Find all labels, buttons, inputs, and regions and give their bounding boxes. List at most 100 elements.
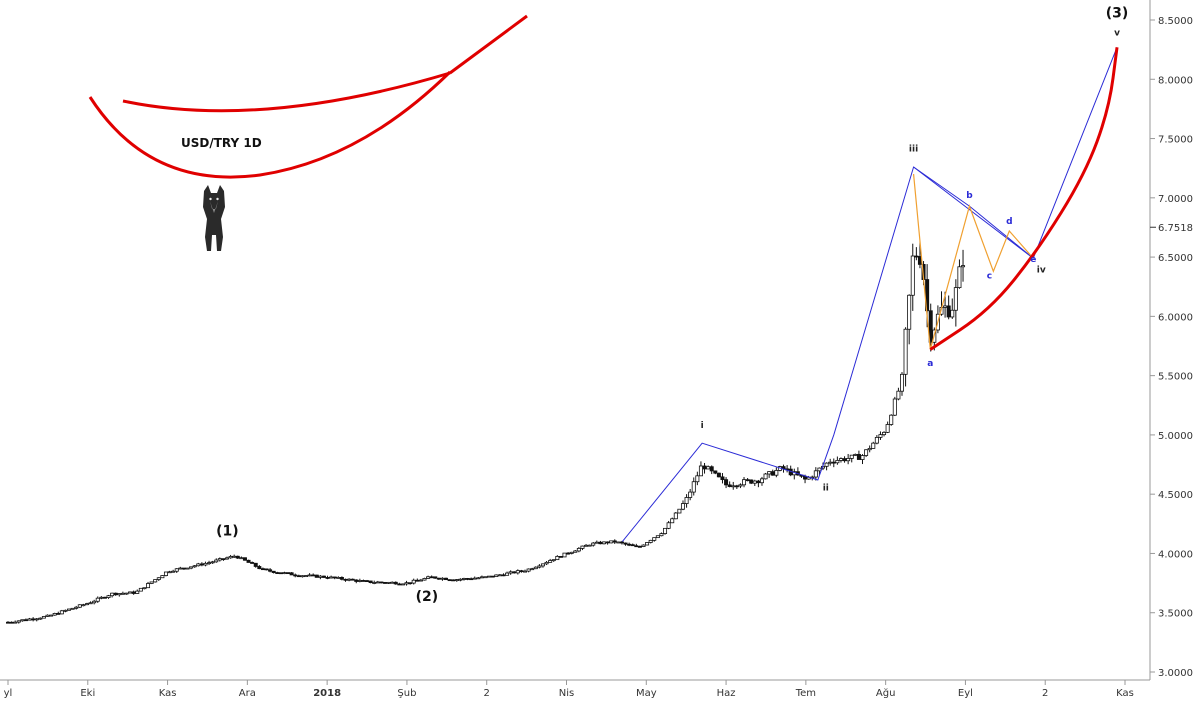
candle-body <box>601 541 606 545</box>
candle-body <box>203 562 208 566</box>
candle-body <box>382 582 387 584</box>
candle-body <box>666 522 671 529</box>
y-tick-label: 3.5000 <box>1158 609 1193 620</box>
candle-body <box>153 579 158 583</box>
y-tick-label: 8.0000 <box>1158 75 1193 86</box>
candle-body <box>59 610 64 615</box>
candle-body <box>429 576 434 579</box>
candle-body <box>953 287 958 311</box>
candle-body <box>551 559 556 562</box>
candle-body <box>759 478 764 484</box>
candle-body <box>713 470 718 474</box>
candle-body <box>698 465 703 477</box>
candle-body <box>716 472 721 478</box>
candle-body <box>232 555 237 558</box>
x-tick-label: May <box>636 688 657 699</box>
candle-body <box>278 572 283 575</box>
candle-body <box>515 570 520 574</box>
y-tick-label: 5.5000 <box>1158 372 1193 383</box>
candle-body <box>526 568 531 572</box>
candle-body <box>196 563 201 567</box>
candle-body <box>767 471 772 475</box>
candle-body <box>871 442 876 449</box>
candle-body <box>185 567 190 570</box>
candle-body <box>192 565 197 568</box>
x-tick-label: 2 <box>1042 688 1048 699</box>
candle-body <box>6 621 11 624</box>
candle-body <box>250 562 255 564</box>
candle-body <box>13 621 18 624</box>
candle-body <box>400 583 405 586</box>
candle-body <box>505 572 510 576</box>
candle-body <box>770 471 775 476</box>
candle-body <box>393 581 398 585</box>
x-tick-label: 2018 <box>313 688 341 699</box>
minor-wave-label: v <box>1114 28 1120 38</box>
candle-body <box>734 485 739 488</box>
candle-body <box>397 583 402 586</box>
candle-body <box>655 535 660 539</box>
candle-body <box>436 577 441 580</box>
candle-body <box>472 577 477 580</box>
candle-body <box>174 568 179 572</box>
minor-wave-label: iii <box>909 145 918 155</box>
candle-body <box>422 578 427 581</box>
candle-body <box>720 476 725 481</box>
candle-body <box>616 541 621 544</box>
candle-body <box>102 596 107 599</box>
candle-body <box>533 566 538 570</box>
candle-body <box>199 563 204 566</box>
abcde-label: b <box>966 191 973 201</box>
candle-body <box>38 617 43 620</box>
candle-body <box>896 390 901 400</box>
candle-body <box>329 576 334 579</box>
candle-body <box>418 579 423 582</box>
candle-body <box>444 577 449 581</box>
candle-body <box>573 550 578 553</box>
candle-body <box>584 544 589 547</box>
candle-body <box>149 581 154 584</box>
abcde-label: a <box>927 359 933 369</box>
candle-body <box>950 309 955 318</box>
candle-body <box>580 545 585 549</box>
candle-body <box>77 604 82 608</box>
candle-body <box>540 563 545 567</box>
candle-body <box>878 434 883 438</box>
candle-body <box>860 455 865 460</box>
candle-body <box>494 574 499 578</box>
candle-body <box>849 454 854 459</box>
candle-body <box>181 567 186 570</box>
candle-body <box>124 592 129 595</box>
candle-body <box>379 581 384 584</box>
y-tick-label: 6.0000 <box>1158 312 1193 323</box>
candle-body <box>612 540 617 543</box>
candle-body <box>763 473 768 480</box>
candle-body <box>311 574 316 577</box>
y-tick-label: 6.5000 <box>1158 253 1193 264</box>
candle-body <box>465 578 470 580</box>
candle-body <box>142 587 147 590</box>
candle-body <box>957 266 962 289</box>
candle-body <box>264 568 269 571</box>
candle-body <box>885 424 890 433</box>
candle-body <box>684 497 689 504</box>
candle-body <box>907 294 912 330</box>
candle-body <box>375 581 380 584</box>
x-tick-label: Eki <box>80 688 95 699</box>
candle-body <box>483 576 488 579</box>
y-tick-label: 4.5000 <box>1158 490 1193 501</box>
candle-body <box>411 579 416 584</box>
candle-body <box>691 481 696 493</box>
x-tick-label: yl <box>4 688 13 699</box>
candle-body <box>469 578 474 581</box>
minor-wave-label: i <box>701 421 704 431</box>
x-axis-ticks: yl Eki Kas Ara 2018 Şub 2 Nis May Haz Tem Ağu Eyl 2 Ka… <box>4 680 1134 699</box>
candle-body <box>56 613 61 615</box>
candle-body <box>70 607 75 610</box>
last-price-tag: 6.7518 <box>1150 223 1193 234</box>
candle-body <box>268 569 273 572</box>
candle-body <box>9 621 14 624</box>
y-tick-label: 7.5000 <box>1158 135 1193 146</box>
candle-body <box>372 582 377 584</box>
